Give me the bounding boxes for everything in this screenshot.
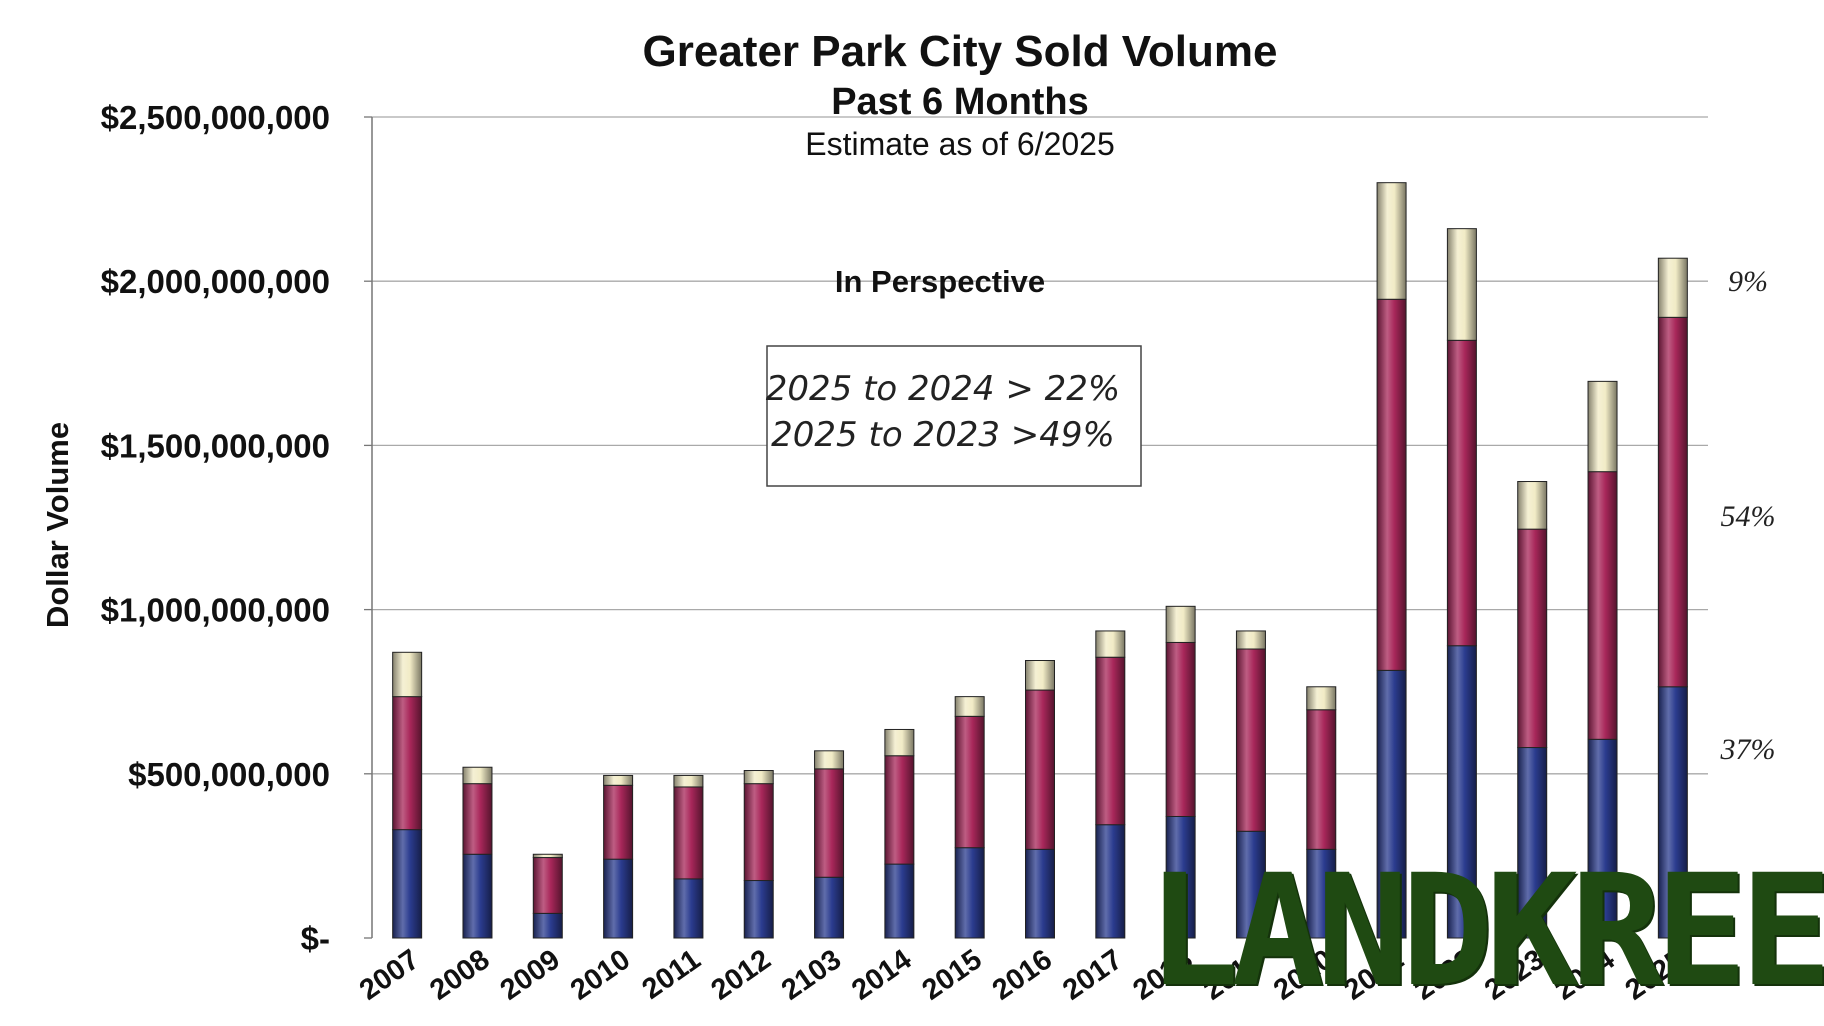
perspective-box	[766, 345, 1142, 487]
bar-segment	[1306, 686, 1337, 711]
perspective-heading: In Perspective	[835, 264, 1045, 299]
bar-segment	[814, 750, 845, 770]
bar-segment	[392, 651, 423, 698]
bar-segment	[673, 878, 704, 939]
bar-segment	[814, 876, 845, 939]
bar-segment	[1657, 316, 1688, 688]
y-axis-label: Dollar Volume	[40, 422, 75, 628]
bar-segment	[1657, 257, 1688, 318]
y-tick-label: $1,500,000,000	[101, 427, 330, 464]
bar-segment	[884, 728, 915, 757]
percent-label-middle: 54%	[1721, 500, 1776, 533]
bar-segment	[954, 696, 985, 717]
bar-segment	[884, 755, 915, 865]
bar-segment	[603, 858, 634, 939]
x-tick-label: 2014	[846, 944, 917, 1007]
bar-segment	[673, 786, 704, 880]
bar-segment	[532, 857, 563, 914]
bar-segment	[462, 766, 493, 785]
x-tick-label: 2011	[637, 944, 707, 1006]
bar-segment	[1376, 669, 1407, 939]
bar-segment	[1165, 605, 1196, 643]
bar-segment	[1446, 228, 1477, 341]
bar-segment	[1517, 528, 1548, 749]
bar-segment	[1587, 738, 1618, 939]
bar-segment	[1517, 481, 1548, 530]
bar-segment	[743, 783, 774, 882]
bar-segment	[1306, 848, 1337, 939]
bar-segment	[392, 829, 423, 939]
x-tick-label: 2010	[565, 944, 636, 1007]
bar-segment	[1587, 380, 1618, 473]
y-axis: $- $500,000,000 $1,000,000,000 $1,500,000,0…	[101, 99, 373, 957]
bar-segment	[1095, 630, 1126, 658]
bar-segment	[1235, 630, 1266, 650]
bar-segment	[1235, 830, 1266, 939]
bar-segment	[1095, 824, 1126, 939]
x-tick-label: 2009	[495, 944, 566, 1007]
percent-label-top: 9%	[1728, 265, 1768, 298]
bar-segment	[1446, 645, 1477, 939]
y-tick-label: $-	[301, 920, 330, 957]
bar-segment	[1657, 686, 1688, 939]
x-tick-label: 2007	[354, 944, 425, 1007]
bar-segment	[1446, 339, 1477, 647]
bar-segment	[1376, 298, 1407, 671]
x-tick-label: 2015	[916, 944, 987, 1007]
x-tick-label: 2016	[987, 944, 1058, 1007]
chart-note: Estimate as of 6/2025	[805, 126, 1115, 162]
bar-segment	[814, 768, 845, 878]
perspective-line-1: 2025 to 2024 > 22%	[766, 369, 1120, 409]
bar-segment	[1095, 656, 1126, 826]
landkreek-watermark: LANDKREEK	[1146, 842, 1824, 1021]
bar-segment	[1165, 641, 1196, 817]
percent-label-bottom: 37%	[1720, 733, 1776, 766]
bar-segment	[954, 715, 985, 849]
chart-subtitle: Past 6 Months	[831, 81, 1089, 123]
x-tick-label: 2012	[706, 944, 777, 1007]
bar-segment	[1235, 648, 1266, 832]
bar-segment	[743, 880, 774, 939]
bar-segment	[1376, 182, 1407, 300]
bar-segment	[462, 783, 493, 855]
chart-title: Greater Park City Sold Volume	[643, 27, 1278, 76]
bar-segment	[1165, 815, 1196, 939]
bar-segment	[743, 770, 774, 785]
bars	[392, 182, 1688, 939]
y-tick-label: $500,000,000	[128, 756, 330, 793]
bar-segment	[603, 774, 634, 786]
bar-segment	[673, 774, 704, 788]
bar-segment	[1025, 660, 1055, 691]
x-tick-label: 2008	[424, 944, 495, 1007]
bar-segment	[1025, 848, 1055, 939]
y-tick-label: $2,500,000,000	[101, 99, 330, 136]
bar-segment	[1306, 709, 1337, 850]
x-tick-label: 2103	[776, 944, 847, 1007]
bar-segment	[603, 784, 634, 860]
bar-segment	[884, 863, 915, 939]
x-tick-label: 2017	[1057, 944, 1128, 1007]
perspective-line-2: 2025 to 2023 >49%	[771, 415, 1115, 455]
y-tick-label: $2,000,000,000	[101, 263, 330, 300]
bar-segment	[1587, 471, 1618, 740]
bar-segment	[462, 853, 493, 939]
bar-segment	[392, 696, 423, 831]
y-tick-label: $1,000,000,000	[101, 592, 330, 629]
bar-segment	[1025, 689, 1055, 850]
bar-segment	[532, 912, 563, 939]
bar-segment	[532, 853, 563, 859]
bar-segment	[954, 847, 985, 939]
